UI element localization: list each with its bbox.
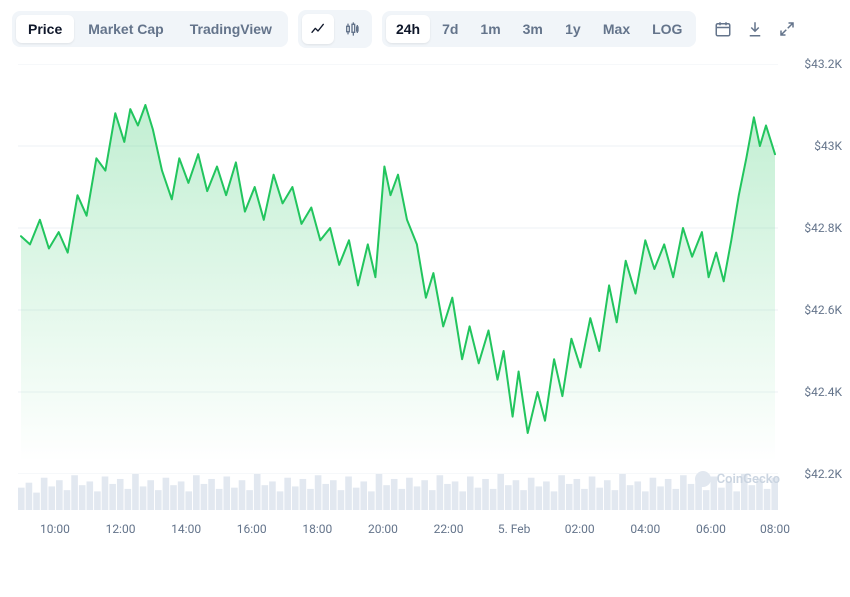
range-24h[interactable]: 24h [386,15,430,43]
x-tick-label: 16:00 [237,522,267,536]
price-chart[interactable] [18,64,778,474]
range-1y[interactable]: 1y [555,15,591,43]
x-tick-label: 20:00 [368,522,398,536]
tab-market-cap[interactable]: Market Cap [76,15,175,43]
x-tick-label: 14:00 [171,522,201,536]
chart-tools [706,20,804,38]
range-3m[interactable]: 3m [513,15,553,43]
y-tick-label: $42.4K [804,385,842,399]
range-log[interactable]: LOG [642,15,692,43]
line-chart-button[interactable] [302,14,334,44]
x-tick-label: 12:00 [106,522,136,536]
range-tabs: 24h7d1m3m1yMaxLOG [382,11,697,47]
y-tick-label: $42.8K [804,221,842,235]
chart-mode-switcher [298,10,372,48]
tab-tradingview[interactable]: TradingView [178,15,284,43]
x-tick-label: 06:00 [696,522,726,536]
y-axis-labels: $43.2K$43K$42.8K$42.6K$42.4K$42.2K [794,64,842,474]
y-tick-label: $43K [814,139,842,153]
y-tick-label: $42.6K [804,303,842,317]
x-tick-label: 5. Feb [498,522,531,536]
x-tick-label: 10:00 [40,522,70,536]
download-icon[interactable] [746,20,764,38]
line-chart-icon [310,21,326,37]
tab-price[interactable]: Price [16,15,74,43]
x-tick-label: 08:00 [760,522,790,536]
y-tick-label: $43.2K [804,57,842,71]
candlestick-chart-button[interactable] [336,14,368,44]
range-max[interactable]: Max [593,15,640,43]
x-tick-label: 04:00 [630,522,660,536]
x-axis-labels: 10:00 12:00 14:00 16:00 18:00 20:00 22:00 5. Fe… [18,518,794,546]
range-1m[interactable]: 1m [470,15,510,43]
x-tick-label: 02:00 [565,522,595,536]
primary-tabs: PriceMarket CapTradingView [12,11,288,47]
calendar-icon[interactable] [714,20,732,38]
x-tick-label: 22:00 [434,522,464,536]
volume-chart [18,474,778,510]
candlestick-chart-icon [344,21,360,37]
x-tick-label: 18:00 [302,522,332,536]
range-7d[interactable]: 7d [432,15,468,43]
expand-icon[interactable] [778,20,796,38]
chart-toolbar: PriceMarket CapTradingView 24h7d1m3m1yMa… [0,0,850,58]
price-chart-area: $43.2K$43K$42.8K$42.6K$42.4K$42.2K [0,58,850,474]
